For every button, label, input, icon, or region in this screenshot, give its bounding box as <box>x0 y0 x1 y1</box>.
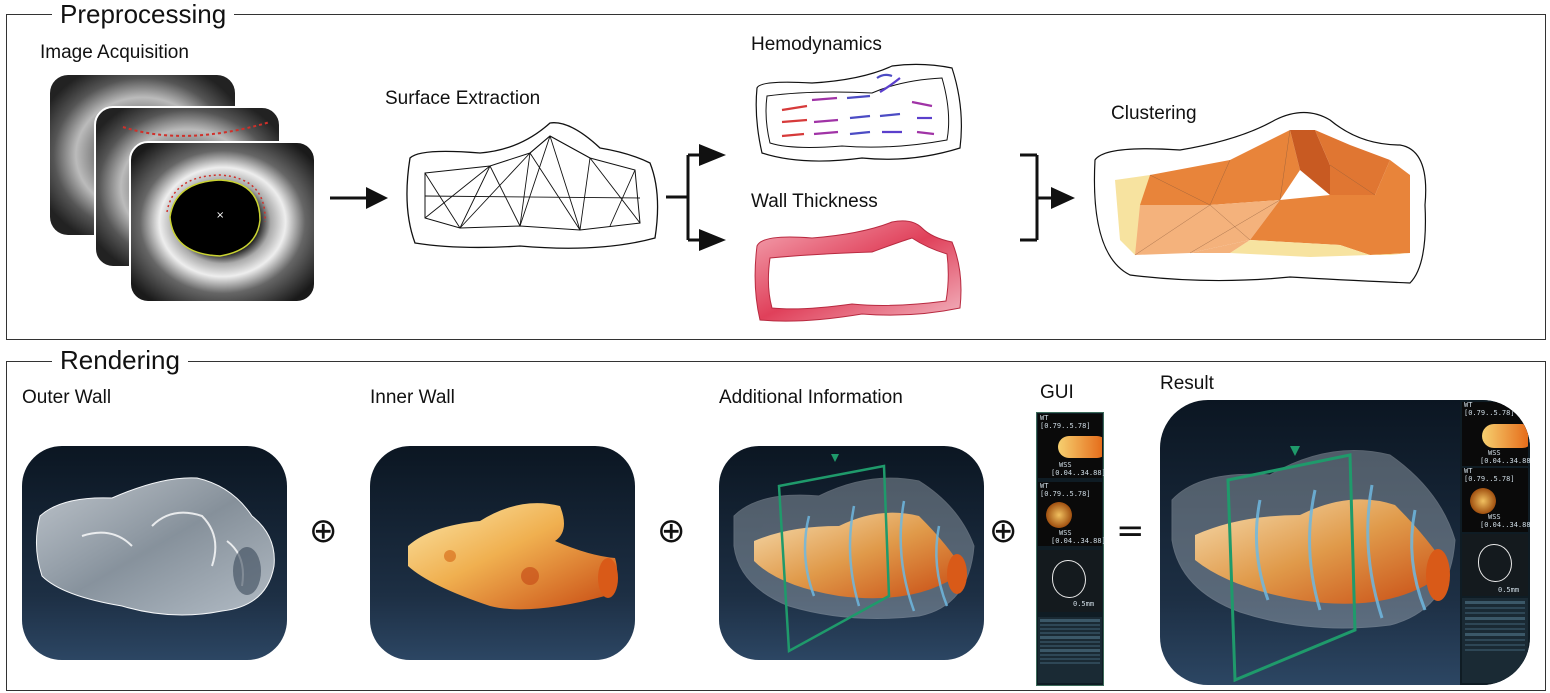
result-settings-panel <box>1462 598 1528 683</box>
split-arrows <box>666 144 726 251</box>
plus-operator-2: ⊕ <box>657 511 686 551</box>
gui-wt-label-2: WT <box>1040 482 1049 490</box>
result-wt-view-1 <box>1462 402 1528 466</box>
arrow-to-surface <box>330 187 388 209</box>
gui-panel[interactable]: WT [0.79..5.78] WSS [0.04..34.88] WT [0.… <box>1036 412 1106 686</box>
surface-mesh <box>406 122 659 249</box>
outer-wall-label: Outer Wall <box>22 387 112 408</box>
equals-operator: = <box>1116 511 1145 551</box>
preprocessing-title: Preprocessing <box>52 0 235 28</box>
plus-operator-3: ⊕ <box>989 511 1018 551</box>
gui-label: GUI <box>1040 382 1074 403</box>
rendering-title: Rendering <box>52 346 188 374</box>
outer-wall-render <box>22 446 287 660</box>
hemodynamics-label: Hemodynamics <box>751 34 882 55</box>
plane-marker <box>831 454 839 462</box>
cut-plane <box>777 464 891 654</box>
surface-extraction-label: Surface Extraction <box>385 88 541 109</box>
gui-wt-label-1: WT <box>1040 414 1049 422</box>
clustering-diagram <box>1093 111 1427 284</box>
clustering-label: Clustering <box>1111 103 1197 124</box>
lumen-contour <box>169 179 261 257</box>
result-render: WT [0.79..5.78] WSS [0.04..34.88] WT [0.… <box>1160 400 1530 685</box>
preprocessing-panel <box>6 14 1546 340</box>
result-slice-view <box>1462 534 1528 596</box>
gui-slice-view[interactable] <box>1038 550 1102 612</box>
result-scale-label: 0.5mm <box>1498 586 1520 594</box>
gui-wss-range-1: [0.04..34.88] <box>1051 469 1106 477</box>
result-wt-label-2: WT <box>1464 467 1473 475</box>
gui-settings-panel[interactable] <box>1038 617 1102 683</box>
result-label: Result <box>1160 373 1214 394</box>
result-plane-marker <box>1290 446 1300 456</box>
result-cut-plane <box>1226 453 1357 683</box>
wall-thickness-diagram <box>754 220 962 322</box>
result-wss-range-1: [0.04..34.88] <box>1480 457 1530 465</box>
additional-information-label: Additional Information <box>719 387 903 408</box>
gui-wt-view-1[interactable] <box>1038 414 1102 478</box>
merge-arrow <box>1020 153 1075 242</box>
result-wt-label-1: WT <box>1464 401 1473 409</box>
inner-wall-label: Inner Wall <box>370 387 455 408</box>
result-wt-range-2: [0.79..5.78] <box>1464 475 1515 483</box>
result-wt-view-2 <box>1462 468 1528 532</box>
result-wss-range-2: [0.04..34.88] <box>1480 521 1530 529</box>
additional-info-render <box>719 446 984 660</box>
svg-text:×: × <box>216 210 224 221</box>
gui-wt-range-2: [0.79..5.78] <box>1040 490 1091 498</box>
gui-wt-range-1: [0.79..5.78] <box>1040 422 1091 430</box>
plus-operator-1: ⊕ <box>309 511 338 551</box>
hemodynamics-diagram <box>755 63 962 162</box>
result-wss-label-1: WSS <box>1488 449 1501 457</box>
image-acquisition-label: Image Acquisition <box>40 42 189 63</box>
inner-wall-render <box>370 446 635 660</box>
wall-thickness-label: Wall Thickness <box>751 191 878 212</box>
gui-scale-label: 0.5mm <box>1073 600 1095 608</box>
gui-wt-view-2[interactable] <box>1038 482 1102 546</box>
result-wt-range-1: [0.79..5.78] <box>1464 409 1515 417</box>
gui-wss-label-2: WSS <box>1059 529 1072 537</box>
gui-wss-label-1: WSS <box>1059 461 1072 469</box>
rendering-panel <box>6 361 1546 691</box>
ultrasound-stack: × <box>50 75 316 303</box>
result-wss-label-2: WSS <box>1488 513 1501 521</box>
gui-wss-range-2: [0.04..34.88] <box>1051 537 1106 545</box>
